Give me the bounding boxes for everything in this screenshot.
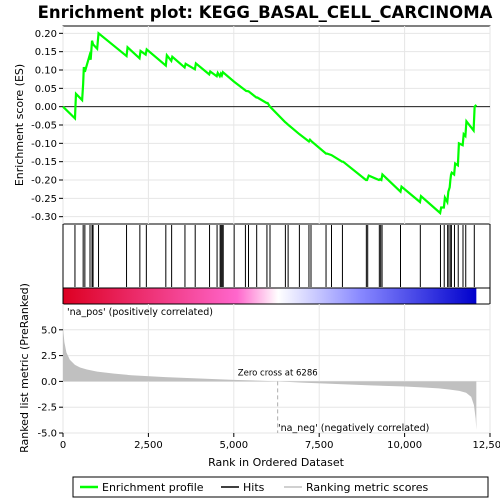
legend: Enrichment profile Hits Ranking metric s…	[72, 476, 489, 498]
metric-y-tick-label: 2.5	[41, 351, 57, 362]
rank-gradient	[63, 288, 477, 304]
legend-hits-label: Hits	[243, 481, 265, 494]
metric-y-tick-label: 5.0	[41, 325, 57, 336]
es-y-tick-label: -0.15	[31, 157, 57, 168]
metric-panel	[62, 303, 491, 434]
legend-enrichment-label: Enrichment profile	[102, 481, 204, 494]
es-y-tick-label: 0.05	[35, 84, 57, 95]
chart-title: Enrichment plot: KEGG_BASAL_CELL_CARCINO…	[38, 3, 493, 22]
x-tick-label: 2,500	[134, 440, 163, 451]
x-tick-label: 12,500	[473, 440, 500, 451]
metric-y-axis-label: Ranked list metric (PreRanked)	[18, 283, 31, 453]
metric-y-tick-label: -2.5	[37, 403, 57, 414]
metric-y-tick-label: 0.0	[41, 377, 57, 388]
x-tick-label: 10,000	[387, 440, 422, 451]
es-y-tick-label: -0.30	[31, 212, 57, 223]
negative-correlation-label: 'na_neg' (negatively correlated)	[278, 423, 429, 434]
zero-cross-label: Zero cross at 6286	[238, 368, 318, 378]
x-tick-label: 7,500	[305, 440, 334, 451]
enrichment-profile-line	[62, 31, 478, 216]
es-y-tick-label: 0.20	[35, 29, 57, 40]
es-y-tick-label: 0.00	[35, 102, 57, 113]
es-y-axis-label: Enrichment score (ES)	[13, 64, 26, 186]
es-y-tick-label: 0.10	[35, 66, 57, 77]
x-axis: 0 2,500 5,000 7,500 10,000 12,500	[60, 433, 500, 451]
es-y-axis: -0.30 -0.25 -0.20 -0.15 -0.10 -0.05 0.00 0.05 0.…	[31, 29, 63, 223]
es-y-tick-label: -0.10	[31, 139, 57, 150]
es-y-tick-label: -0.20	[31, 176, 57, 187]
x-tick-label: 5,000	[219, 440, 248, 451]
x-tick-label: 0	[60, 440, 66, 451]
x-axis-label: Rank in Ordered Dataset	[208, 456, 345, 469]
legend-box	[72, 476, 489, 498]
legend-metric-label: Ranking metric scores	[306, 481, 428, 494]
es-y-tick-label: 0.15	[35, 47, 57, 58]
positive-correlation-label: 'na_pos' (positively correlated)	[67, 307, 213, 318]
es-gridlines	[62, 26, 491, 224]
metric-y-tick-label: -5.0	[37, 429, 57, 440]
ranking-metric-area	[63, 327, 477, 430]
metric-y-axis: -5.0 -2.5 0.0 2.5 5.0	[37, 325, 63, 440]
hit-markers	[74, 225, 475, 287]
es-y-tick-label: -0.25	[31, 194, 57, 205]
es-y-tick-label: -0.05	[31, 121, 57, 132]
rank-gradient-fill	[63, 288, 477, 304]
hits-panel	[62, 223, 491, 289]
